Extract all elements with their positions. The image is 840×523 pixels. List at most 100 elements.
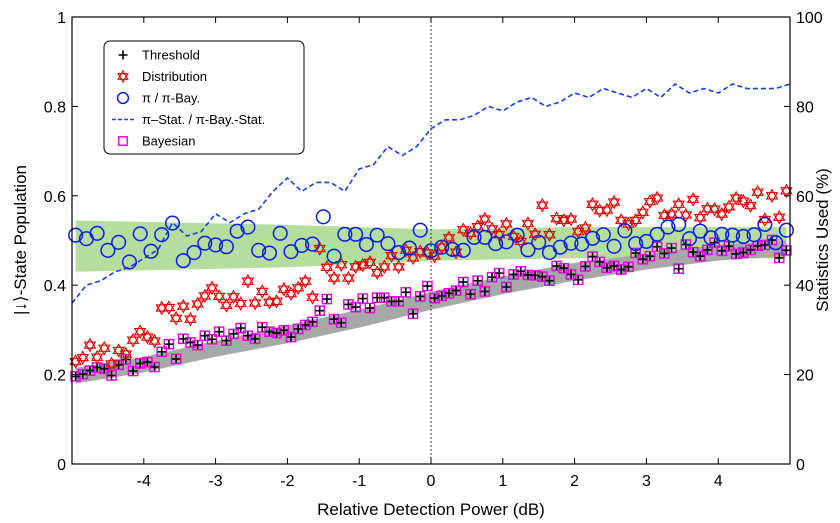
pi-bay-point (197, 235, 213, 251)
threshold-point (688, 247, 698, 257)
bayesian-point (77, 368, 89, 380)
distribution-point (744, 198, 757, 210)
distribution-point (90, 349, 104, 361)
gray-band (75, 240, 787, 384)
distribution-point (456, 222, 470, 234)
threshold-point (171, 354, 181, 364)
bayesian-point (551, 260, 562, 272)
pi-bay-point (671, 216, 687, 232)
pi-bay-point (251, 242, 267, 258)
threshold-point (696, 251, 705, 261)
distribution-point (765, 192, 779, 204)
legend-label: π–Stat. / π-Bay.-Stat. (142, 112, 265, 127)
bayesian-point (580, 261, 591, 272)
distribution-point (234, 299, 248, 311)
bayesian-point (644, 250, 656, 262)
distribution-point (614, 213, 628, 225)
distribution-point (636, 208, 650, 220)
threshold-point (559, 264, 569, 273)
bayesian-point (170, 353, 182, 365)
threshold-point (437, 291, 446, 301)
y-tick-label-right: 80 (796, 99, 814, 116)
bayesian-point (407, 308, 419, 320)
threshold-point (236, 323, 245, 333)
bayesian-point (558, 262, 570, 274)
bayesian-point (228, 328, 239, 340)
distribution-point (212, 292, 226, 304)
threshold-point (667, 243, 676, 253)
distribution-point (378, 259, 391, 271)
threshold-point (250, 334, 260, 344)
distribution-point (650, 194, 664, 206)
threshold-point (645, 251, 655, 261)
threshold-point (530, 271, 540, 280)
distribution-point (579, 220, 592, 232)
distribution-point (97, 344, 111, 356)
distribution-point (780, 183, 793, 195)
pi-bay-point (304, 236, 321, 252)
legend-symbol-distribution (117, 73, 129, 84)
distribution-point (658, 208, 671, 220)
bayesian-point (608, 260, 620, 272)
distribution-point (227, 289, 240, 301)
threshold-point (746, 245, 755, 255)
threshold-point (480, 287, 490, 296)
legend-symbol-distribution (117, 69, 129, 80)
bayesian-point (773, 252, 785, 264)
distribution-point (708, 201, 721, 213)
distribution-point (184, 311, 197, 323)
threshold-point (358, 294, 367, 303)
bayesian-point (709, 237, 720, 249)
y-tick-label-right: 100 (796, 10, 823, 27)
distribution-point (370, 265, 384, 277)
pi-bay-point (229, 223, 245, 239)
distribution-point (392, 259, 406, 271)
distribution-point (198, 288, 212, 300)
distribution-point (722, 203, 736, 215)
bayesian-point (120, 354, 132, 365)
distribution-point (772, 209, 786, 221)
distribution-point (342, 274, 355, 286)
bayesian-point (443, 287, 455, 299)
pi-bay-point (100, 242, 116, 258)
y-tick-label-right: 20 (796, 368, 814, 385)
threshold-point (573, 275, 583, 285)
pi-bay-point (240, 219, 256, 235)
bayesian-point (192, 339, 203, 351)
pi-bay-point (143, 243, 159, 259)
distribution-point (320, 260, 334, 271)
threshold-point (638, 255, 648, 264)
bayesian-point (134, 358, 146, 369)
distribution-point (392, 263, 406, 275)
threshold-point (351, 302, 360, 312)
distribution-point (363, 255, 377, 267)
x-tick-label: 4 (714, 473, 723, 490)
distribution-point (378, 263, 391, 275)
y-tick-label-left: 0.4 (44, 278, 66, 295)
pi-bay-point (423, 243, 439, 259)
legend-symbol-bayesian (118, 136, 128, 146)
y-tick-label-right: 60 (796, 189, 814, 206)
pi-bay-point (111, 234, 127, 250)
distribution-point (349, 259, 362, 271)
pi-bay-point (218, 239, 234, 255)
threshold-point (308, 317, 317, 327)
pi-bay-point (681, 231, 698, 247)
distribution-point (162, 300, 176, 312)
pi-bay-point (175, 253, 191, 269)
distribution-point (500, 216, 513, 228)
bayesian-point (508, 269, 519, 280)
threshold-point (602, 263, 612, 272)
distribution-point (442, 230, 456, 242)
distribution-point (90, 353, 104, 365)
pi-bay-point (412, 222, 428, 238)
pi-bay-point (692, 223, 708, 239)
threshold-point (258, 323, 267, 332)
x-tick-label: -2 (280, 473, 294, 490)
distribution-point (607, 198, 621, 210)
x-tick-label: -1 (352, 473, 366, 490)
distribution-point (672, 196, 686, 208)
distribution-point (543, 231, 556, 242)
threshold-point (552, 261, 561, 271)
